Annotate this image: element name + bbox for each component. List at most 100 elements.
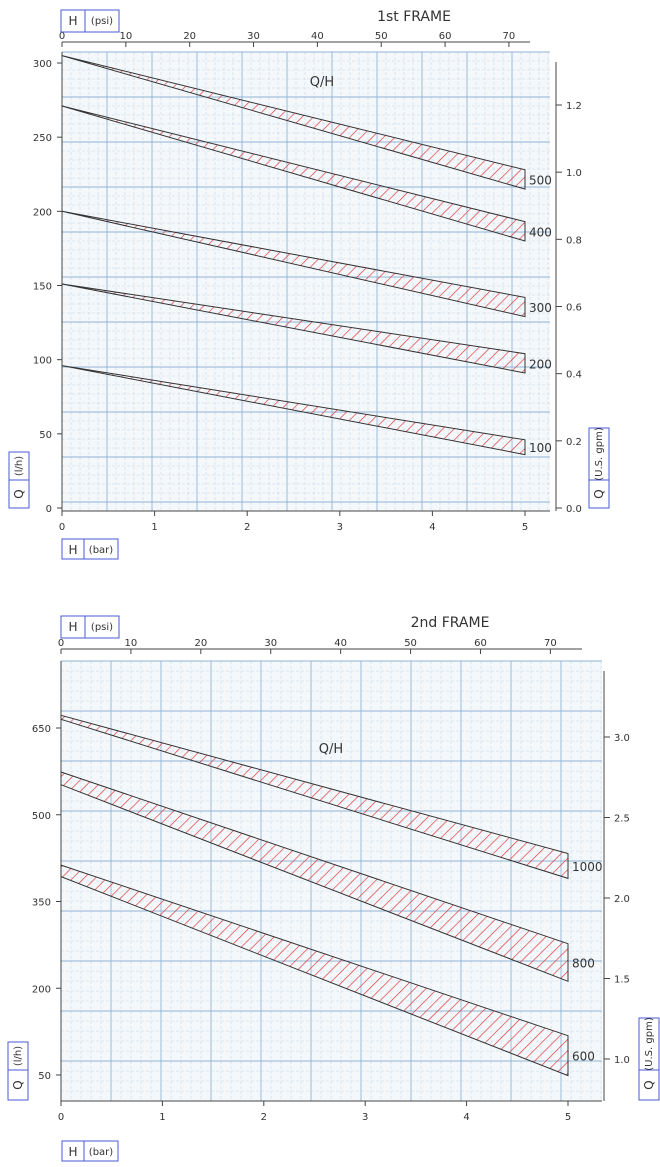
frame-2-psi-tick-label: 10: [125, 638, 138, 649]
frame-1-bands: 500 400 300 200 100: [61, 55, 552, 456]
frame-1-bar-tick-label: 3: [337, 522, 343, 533]
frame-2-psi-axis-unit: (psi): [91, 622, 113, 633]
frame-2-flow-axis-unit: (l/h): [13, 1046, 24, 1066]
frame-2-band-800: [60, 771, 569, 983]
frame-2-bar-badge: H (bar): [61, 1140, 119, 1162]
frame-2-bar-tick-label: 3: [362, 1112, 368, 1123]
frame-1-gpm-tick-label: 1.2: [566, 101, 582, 112]
frame-1-bar-badge: H (bar): [61, 538, 119, 560]
frame-2-flow-tick-label: 350: [32, 898, 51, 909]
frame-1-psi-tick-label: 30: [247, 31, 260, 42]
frame-1-gpm-tick-label: 0.0: [566, 504, 582, 515]
frame-2-gpm-badge: Q (U.S. gpm): [638, 1017, 660, 1101]
frame-2-gpm-tick-label: 1.0: [614, 1055, 630, 1066]
frame-2-bar-tick-label: 2: [261, 1112, 267, 1123]
frame-1-bar-axis-unit: (bar): [89, 545, 113, 556]
frame-1-psi-badge: H (psi): [60, 9, 120, 33]
frame-2-title: 2nd FRAME: [411, 615, 490, 631]
frame-1-band-200: [61, 283, 526, 374]
frame-1-flow-axis-symbol: Q: [12, 489, 26, 498]
frame-2-flow-axis-symbol: Q: [11, 1080, 25, 1089]
frame-1-gpm-tick-label: 1.0: [566, 168, 582, 179]
frame-1-flow-axis-unit: (l/h): [14, 456, 25, 476]
frame-2-bar-tick-label: 1: [159, 1112, 165, 1123]
frame-2-psi-tick-label: 50: [404, 638, 417, 649]
frame-1-band-label-500: 500: [529, 173, 552, 187]
frame-1-flow-tick-label: 0: [46, 504, 52, 515]
frame-2-bar-tick-label: 4: [463, 1112, 469, 1123]
frame-1-psi-tick-label: 0: [59, 31, 65, 42]
frame-1-gpm-badge: Q (U.S. gpm): [588, 427, 610, 509]
frame-1-flow-tick-label: 100: [33, 356, 52, 367]
frame-1-psi-tick-label: 10: [119, 31, 132, 42]
frame-1-flow-tick-label: 150: [33, 282, 52, 293]
frame-2-flow-tick-label: 500: [32, 811, 51, 822]
frame-1-gpm-tick-label: 0.4: [566, 370, 582, 381]
frame-1-psi-tick-label: 50: [375, 31, 388, 42]
frame-1-bar-tick-label: 2: [244, 522, 250, 533]
frame-2-band-label-600: 600: [572, 1050, 595, 1064]
frame-2-chart: 0 1 2 3 4 50 10 20 30 40 50 60 70502003505006501.01.…: [7, 615, 660, 1162]
frame-1-band-label-200: 200: [529, 357, 552, 371]
frame-2-flow-tick-label: 200: [32, 984, 51, 995]
frame-1-band-label-300: 300: [529, 301, 552, 315]
frame-1-band-500: [61, 55, 526, 190]
frame-2-psi-tick-label: 70: [544, 638, 557, 649]
frame-1-gpm-axis-unit: (U.S. gpm): [594, 427, 605, 481]
frame-1-gpm-tick-label: 0.2: [566, 437, 582, 448]
frame-1-flow-tick-label: 50: [39, 430, 52, 441]
frame-2-bar-axis-unit: (bar): [89, 1147, 113, 1158]
frame-2-gpm-axis-symbol: Q: [642, 1080, 656, 1089]
frame-2-bar-axis-symbol: H: [68, 1145, 77, 1159]
frame-1-axes: 0 1 2 3 4 50 10 20 30 40 50 60 700501001502002503000…: [33, 31, 582, 533]
frame-1-curve-annotation: Q/H: [310, 75, 334, 90]
frame-2-psi-axis-symbol: H: [68, 620, 77, 634]
frame-1-flow-tick-label: 200: [33, 207, 52, 218]
frame-1-band-label-400: 400: [529, 225, 552, 239]
frame-1-gpm-axis-symbol: Q: [592, 489, 606, 498]
frame-2-gpm-tick-label: 3.0: [614, 733, 630, 744]
frame-2-psi-tick-label: 40: [334, 638, 347, 649]
frame-1-psi-axis-unit: (psi): [91, 16, 113, 27]
frame-2-psi-tick-label: 20: [194, 638, 207, 649]
frame-1-psi-tick-label: 20: [183, 31, 196, 42]
frame-2-psi-tick-label: 30: [264, 638, 277, 649]
frame-2-psi-tick-label: 60: [474, 638, 487, 649]
frame-2-bar-tick-label: 0: [58, 1112, 64, 1123]
frame-1-flow-tick-label: 300: [33, 59, 52, 70]
frame-2-gpm-tick-label: 2.0: [614, 894, 630, 905]
frame-1-psi-tick-label: 60: [439, 31, 452, 42]
frame-1-title: 1st FRAME: [377, 9, 451, 25]
frame-2-band-600: [60, 864, 569, 1077]
frame-2-band-1000: [60, 714, 569, 880]
frame-1-lph-badge: Q (l/h): [8, 451, 30, 509]
frame-1-bar-tick-label: 4: [429, 522, 435, 533]
frame-1-psi-axis-symbol: H: [68, 14, 77, 28]
frame-1-flow-tick-label: 250: [33, 133, 52, 144]
frame-1-band-label-100: 100: [529, 441, 552, 455]
frame-2-psi-badge: H (psi): [60, 615, 120, 639]
frame-1-bar-tick-label: 5: [522, 522, 528, 533]
frame-1-band-100: [61, 365, 526, 456]
frame-1-psi-tick-label: 70: [503, 31, 516, 42]
frame-2-bands: 1000 800 600: [60, 714, 603, 1077]
frame-2-band-label-800: 800: [572, 957, 595, 971]
frame-1-psi-tick-label: 40: [311, 31, 324, 42]
frame-2-curve-annotation: Q/H: [319, 742, 343, 757]
frame-1-gpm-tick-label: 0.6: [566, 303, 582, 314]
frame-2-bar-tick-label: 5: [565, 1112, 571, 1123]
frame-2-lph-badge: Q (l/h): [7, 1041, 29, 1101]
frame-1-band-300: [61, 210, 526, 318]
frame-2-gpm-axis-unit: (U.S. gpm): [644, 1017, 655, 1071]
frame-1-bar-tick-label: 1: [151, 522, 157, 533]
frame-1-chart: 0 1 2 3 4 50 10 20 30 40 50 60 700501001502002503000…: [8, 9, 610, 560]
frame-2-psi-tick-label: 0: [58, 638, 64, 649]
frame-2-band-label-1000: 1000: [572, 860, 603, 874]
frame-2-flow-tick-label: 50: [38, 1071, 51, 1082]
frame-2-gpm-tick-label: 2.5: [614, 814, 630, 825]
frame-2-flow-tick-label: 650: [32, 724, 51, 735]
frame-2-axes: 0 1 2 3 4 50 10 20 30 40 50 60 70502003505006501.01.…: [32, 638, 630, 1123]
frame-1-gpm-tick-label: 0.8: [566, 235, 582, 246]
